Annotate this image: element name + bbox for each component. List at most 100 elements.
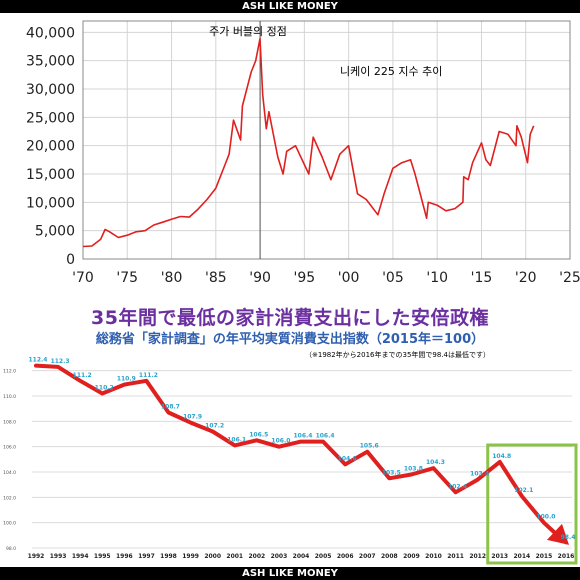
consumption-x-tick-label: 2002 [248,553,265,560]
nikkei-y-tick-label: 0 [66,252,75,268]
nikkei-x-tick-label: '25 [559,270,580,286]
consumption-x-tick-label: 2008 [381,553,398,560]
highlight-group [486,443,578,565]
consumption-series-line [34,363,558,536]
nikkei-series-line [82,37,535,248]
consumption-point [520,494,524,498]
consumption-data-label: 106.0 [271,438,290,445]
consumption-y-tick-label: 106.0 [3,445,16,451]
consumption-data-label: 103.5 [382,469,401,476]
consumption-x-tick-label: 2000 [204,553,221,560]
consumption-point [144,379,148,383]
consumption-data-label: 103.8 [404,466,423,473]
nikkei-y-tick-label: 25,000 [26,110,75,126]
consumption-data-label: 106.4 [316,433,335,440]
nikkei-x-tick-label: '80 [161,270,183,286]
subtitle: 総務省「家計調査」の年平均実質消費支出指数（2015年＝100） [95,332,485,347]
consumption-x-tick-label: 2010 [425,553,442,560]
nikkei-axes [82,20,571,260]
headline: 35年間で最低の家計消費支出にした安倍政権 [91,307,489,329]
banner-bottom: ASH LIKE MONEY [0,567,580,580]
consumption-data-label: 111.2 [73,372,92,379]
consumption-y-tick-label: 104.0 [3,470,16,476]
consumption-point [122,383,126,387]
consumption-data-label: 111.2 [139,372,158,379]
banner-top: ASH LIKE MONEY [0,0,580,13]
consumption-data-label: 112.3 [51,358,70,365]
trend-arrowhead [547,523,569,545]
consumption-x-tick-label: 2006 [337,553,354,560]
consumption-point [255,438,259,442]
consumption-point [409,473,413,477]
nikkei-legend-label: 니케이 225 지수 추이 [340,65,442,78]
consumption-point [343,462,347,466]
consumption-x-tick-label: 2005 [315,553,332,560]
consumption-point [167,410,170,414]
consumption-data-label: 98.4 [561,534,576,541]
consumption-point [56,365,60,369]
consumption-data-label: 108.7 [161,403,180,410]
consumption-data-label: 112.4 [29,357,48,364]
consumption-y-ticks: 98.0 100.0 102.0 104.0 106.0 108.0 110.0 112.0 [3,369,16,552]
nikkei-x-tick-label: '70 [72,270,94,286]
nikkei-y-tick-label: 30,000 [26,82,75,98]
nikkei-x-tick-label: '85 [205,270,227,286]
highlight-box [486,443,578,565]
consumption-point [498,460,502,464]
consumption-x-tick-label: 1992 [28,553,45,560]
consumption-data-label: 106.1 [227,436,246,443]
consumption-point [78,379,82,383]
consumption-y-tick-label: 102.0 [3,495,16,501]
consumption-y-tick-label: 110.0 [3,394,16,400]
nikkei-x-tick-label: '15 [471,270,493,286]
consumption-point [299,440,303,444]
consumption-y-tick-label: 98.0 [6,546,16,552]
consumption-y-tick-label: 108.0 [3,419,16,425]
consumption-x-tick-label: 2001 [226,553,243,560]
consumption-data-labels: 112.4 112.3111.2110.2110.9111.2108.7107.9… [29,357,576,541]
nikkei-y-tick-label: 15,000 [26,167,75,183]
consumption-y-tick-label: 100.0 [3,521,16,527]
consumption-x-tick-label: 2009 [403,553,420,560]
consumption-data-label: 104.6 [338,455,357,462]
consumption-point [542,521,546,525]
consumption-x-tick-label: 2007 [359,553,376,560]
nikkei-x-tick-label: '90 [249,270,271,286]
consumption-x-tick-label: 1994 [72,553,89,560]
consumption-data-label: 106.4 [294,433,313,440]
consumption-point [365,450,369,454]
consumption-x-tick-label: 2013 [491,553,508,560]
consumption-x-tick-label: 2012 [469,553,486,560]
consumption-data-label: 104.3 [426,459,445,466]
consumption-data-label: 107.9 [183,414,202,421]
nikkei-y-tick-label: 20,000 [26,139,75,155]
consumption-data-label: 102.1 [514,487,533,494]
nikkei-y-tick-label: 10,000 [26,195,75,211]
consumption-x-tick-label: 1995 [94,553,111,560]
consumption-data-label: 110.9 [117,376,136,383]
consumption-point [189,421,193,425]
consumption-point [233,443,237,447]
consumption-data-label: 102.4 [448,483,467,490]
footnote: （※1982年から2016年までの35年間で98.4は最低です） [305,351,490,359]
consumption-x-tick-label: 2011 [447,553,464,560]
consumption-x-tick-label: 2014 [513,553,530,560]
consumption-x-tick-label: 1997 [138,553,155,560]
consumption-data-label: 104.8 [492,453,511,460]
consumption-x-tick-label: 2016 [558,553,575,560]
consumption-point [100,391,104,395]
nikkei-series [82,37,535,248]
consumption-chart: 98.0100.0102.0104.0106.0108.0110.0112.0 … [3,357,578,565]
consumption-x-tick-label: 2015 [536,553,553,560]
consumption-x-tick-label: 1993 [50,553,67,560]
consumption-x-tick-label: 1998 [160,553,177,560]
nikkei-plot-frame [82,20,571,260]
consumption-point [211,429,215,433]
nikkei-peak-label: 주가 버블의 정점 [209,25,287,38]
nikkei-chart: 0 5,000 10,000 15,000 20,000 25,000 30,000 35,0… [26,20,580,286]
consumption-point [321,440,325,444]
nikkei-y-tick-label: 40,000 [26,25,75,41]
consumption-point [432,466,435,470]
nikkei-x-tick-label: '10 [426,270,448,286]
nikkei-x-tick-label: '75 [116,270,138,286]
